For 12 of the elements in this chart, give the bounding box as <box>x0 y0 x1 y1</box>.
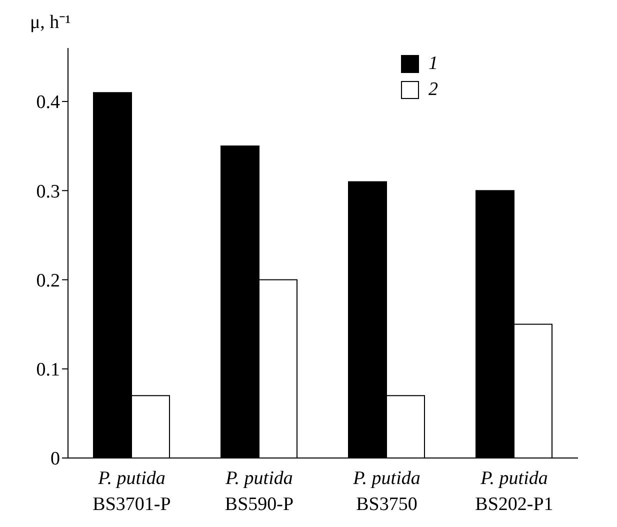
y-tick-label: 0 <box>50 448 60 470</box>
legend-label: 2 <box>428 79 438 101</box>
y-axis-title: μ, h⁻¹ <box>30 11 71 34</box>
y-tick-label: 0.2 <box>36 270 60 292</box>
x-tick-label: P. putida BS590-P <box>224 468 294 515</box>
legend-label: 1 <box>428 53 438 75</box>
x-tick-label: P. putida BS3750 <box>352 468 420 515</box>
x-tick-label: P. putida BS202-P1 <box>475 468 554 515</box>
x-tick-label: P. putida BS3701-P <box>92 468 171 515</box>
y-tick-label: 0.1 <box>36 360 60 381</box>
y-tick-label: 0.3 <box>36 181 60 202</box>
y-tick-label: 0.4 <box>36 92 60 114</box>
